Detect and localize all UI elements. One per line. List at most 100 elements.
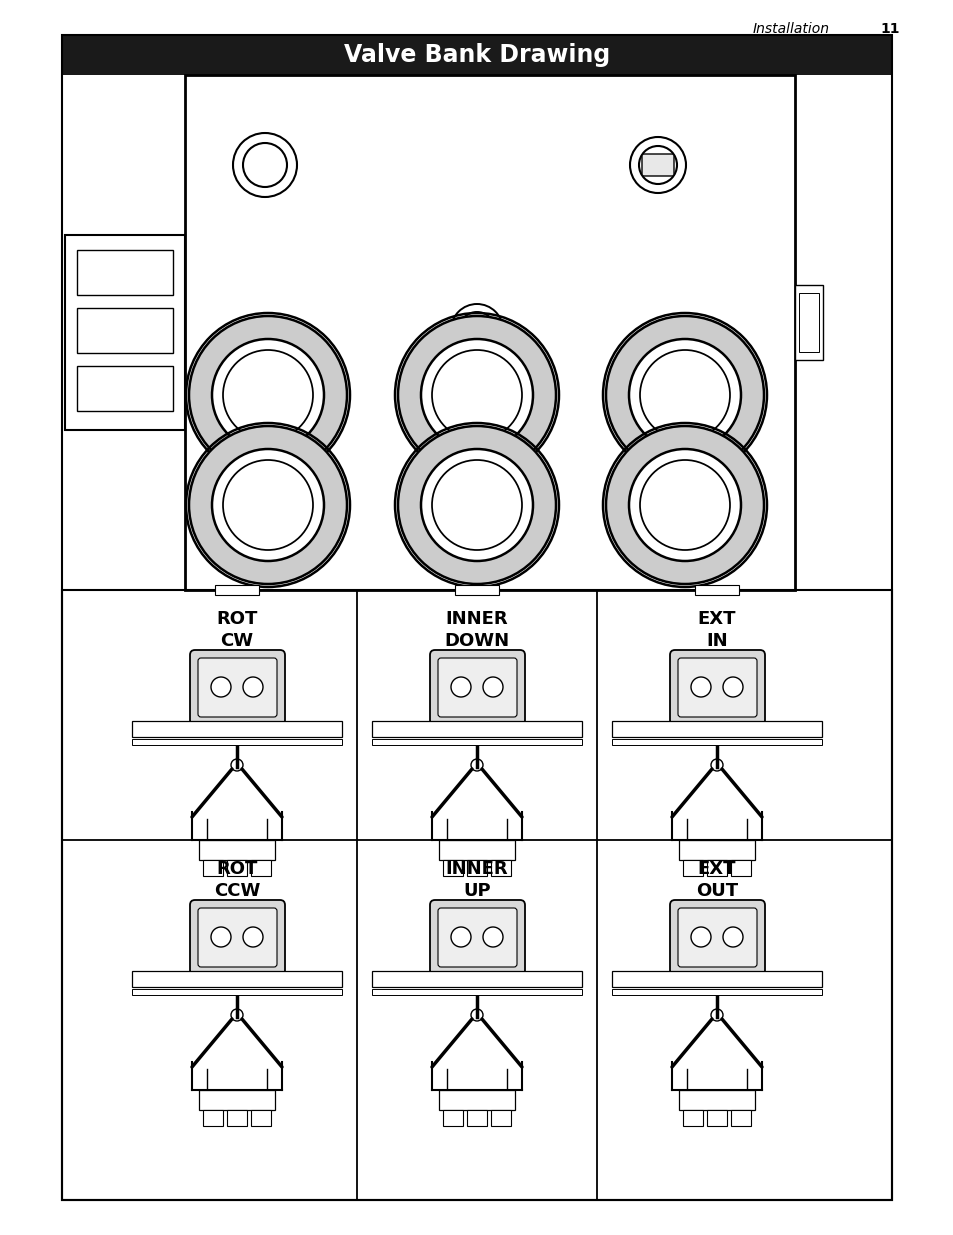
Bar xyxy=(372,739,581,745)
Circle shape xyxy=(690,677,710,697)
Ellipse shape xyxy=(605,316,763,474)
Bar xyxy=(65,235,185,430)
FancyBboxPatch shape xyxy=(437,658,517,718)
Bar xyxy=(227,1110,247,1126)
Ellipse shape xyxy=(458,312,495,348)
Text: EXT
OUT: EXT OUT xyxy=(695,860,738,900)
FancyBboxPatch shape xyxy=(430,900,524,974)
Bar xyxy=(438,1091,515,1110)
Ellipse shape xyxy=(397,316,556,474)
Circle shape xyxy=(243,927,263,947)
Circle shape xyxy=(722,677,742,697)
Bar xyxy=(682,1110,702,1126)
Bar xyxy=(199,1091,274,1110)
FancyBboxPatch shape xyxy=(678,658,757,718)
Ellipse shape xyxy=(212,338,324,451)
Ellipse shape xyxy=(212,450,324,561)
Bar xyxy=(62,35,891,75)
Bar xyxy=(372,721,581,737)
Text: ROT
CW: ROT CW xyxy=(216,610,257,650)
Bar xyxy=(442,1110,462,1126)
Ellipse shape xyxy=(420,450,533,561)
Bar xyxy=(612,721,821,737)
Bar xyxy=(730,860,750,876)
Bar xyxy=(682,860,702,876)
Circle shape xyxy=(710,760,722,771)
Bar xyxy=(467,860,486,876)
Bar xyxy=(799,293,818,352)
Bar xyxy=(132,989,341,995)
Ellipse shape xyxy=(420,338,533,451)
Bar xyxy=(62,35,891,1200)
Circle shape xyxy=(471,1009,482,1021)
Bar xyxy=(227,860,247,876)
Bar xyxy=(612,971,821,987)
Circle shape xyxy=(451,677,471,697)
Bar xyxy=(491,860,511,876)
Bar xyxy=(185,75,794,590)
Ellipse shape xyxy=(639,146,677,184)
Bar xyxy=(372,971,581,987)
Bar xyxy=(132,721,341,737)
Circle shape xyxy=(690,927,710,947)
FancyBboxPatch shape xyxy=(190,900,285,974)
Circle shape xyxy=(482,677,502,697)
Circle shape xyxy=(211,927,231,947)
Bar xyxy=(438,840,515,860)
Bar xyxy=(730,1110,750,1126)
FancyBboxPatch shape xyxy=(669,650,764,725)
Text: ROT
CCW: ROT CCW xyxy=(213,860,260,900)
Bar xyxy=(62,590,891,1200)
Bar xyxy=(251,1110,271,1126)
Bar xyxy=(612,989,821,995)
Text: INNER
UP: INNER UP xyxy=(445,860,508,900)
Bar xyxy=(214,585,258,595)
Text: Installation: Installation xyxy=(752,22,829,36)
Bar xyxy=(491,1110,511,1126)
Bar xyxy=(132,739,341,745)
Ellipse shape xyxy=(605,426,763,584)
Circle shape xyxy=(211,677,231,697)
Bar xyxy=(706,860,726,876)
FancyBboxPatch shape xyxy=(641,154,673,177)
Text: INNER
DOWN: INNER DOWN xyxy=(444,610,509,650)
Ellipse shape xyxy=(628,338,740,451)
FancyBboxPatch shape xyxy=(430,650,524,725)
Bar xyxy=(203,860,223,876)
Text: Valve Bank Drawing: Valve Bank Drawing xyxy=(343,43,610,67)
Ellipse shape xyxy=(189,426,347,584)
Bar xyxy=(77,366,172,411)
FancyBboxPatch shape xyxy=(198,908,276,967)
Bar xyxy=(199,840,274,860)
Circle shape xyxy=(471,760,482,771)
Ellipse shape xyxy=(397,426,556,584)
Bar xyxy=(612,739,821,745)
Circle shape xyxy=(243,677,263,697)
Circle shape xyxy=(482,927,502,947)
Bar xyxy=(203,1110,223,1126)
Text: EXT
IN: EXT IN xyxy=(697,610,736,650)
Bar xyxy=(251,860,271,876)
Bar xyxy=(77,308,172,353)
Circle shape xyxy=(722,927,742,947)
Bar xyxy=(679,840,754,860)
Bar xyxy=(455,585,498,595)
Circle shape xyxy=(710,1009,722,1021)
FancyBboxPatch shape xyxy=(190,650,285,725)
Bar xyxy=(77,249,172,295)
Circle shape xyxy=(231,760,243,771)
Bar xyxy=(679,1091,754,1110)
Bar xyxy=(442,860,462,876)
Ellipse shape xyxy=(243,143,287,186)
Ellipse shape xyxy=(628,450,740,561)
Bar xyxy=(706,1110,726,1126)
FancyBboxPatch shape xyxy=(669,900,764,974)
Bar xyxy=(794,285,822,359)
FancyBboxPatch shape xyxy=(198,658,276,718)
Bar xyxy=(467,1110,486,1126)
Circle shape xyxy=(451,927,471,947)
Bar xyxy=(695,585,739,595)
FancyBboxPatch shape xyxy=(678,908,757,967)
Bar xyxy=(132,971,341,987)
Circle shape xyxy=(231,1009,243,1021)
